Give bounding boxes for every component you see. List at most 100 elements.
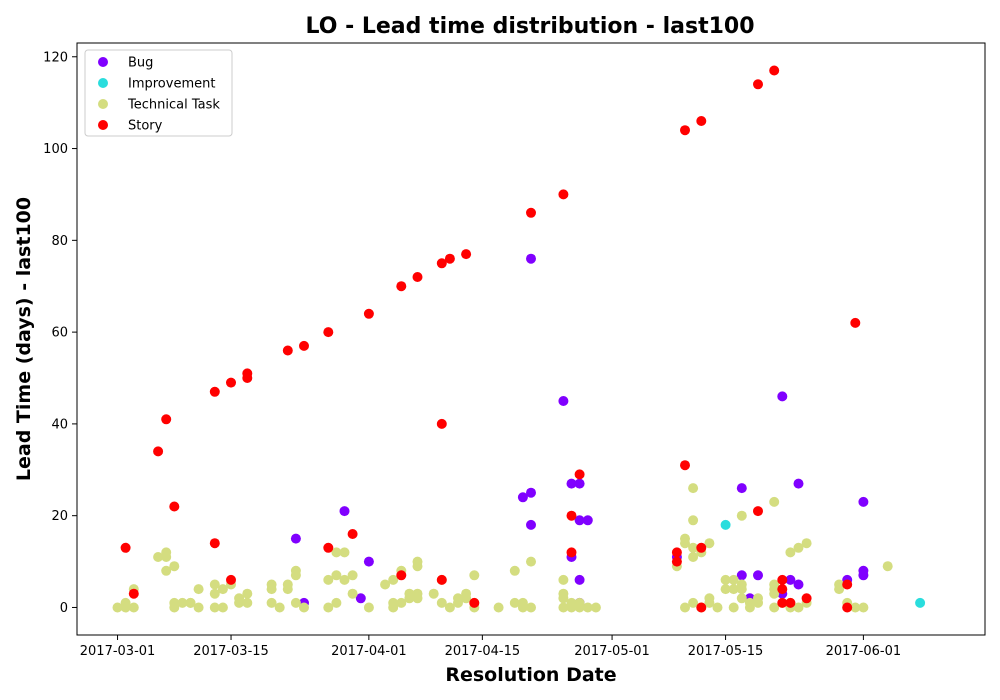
- bug-point: [858, 496, 869, 507]
- story-point: [777, 584, 788, 595]
- technical-task-point: [882, 561, 893, 572]
- story-point: [120, 542, 131, 553]
- story-point: [785, 597, 796, 608]
- technical-task-point: [169, 561, 180, 572]
- technical-task-point: [688, 552, 699, 562]
- technical-task-point: [590, 602, 601, 613]
- technical-task-point: [193, 584, 204, 595]
- technical-task-point: [461, 593, 472, 604]
- technical-task-point: [290, 597, 301, 608]
- story-point: [671, 547, 682, 558]
- y-axis-ticks: 0 20 40 60 80 100 120: [43, 50, 77, 616]
- technical-task-point: [558, 593, 569, 604]
- technical-task-point: [526, 602, 536, 613]
- story-point: [226, 574, 236, 585]
- technical-task-point: [323, 574, 334, 585]
- legend-label-improvement: Improvement: [128, 77, 215, 92]
- x-tick-label: 2017-05-15: [688, 644, 764, 659]
- bug-point: [339, 506, 350, 517]
- story-point: [461, 249, 472, 260]
- x-axis-label: Resolution Date: [445, 664, 616, 686]
- technical-task-point: [242, 588, 253, 599]
- story-point: [769, 65, 780, 76]
- story-point: [436, 418, 447, 429]
- story-point: [323, 542, 334, 553]
- story-point: [323, 327, 334, 338]
- y-axis-label: Lead Time (days) - last100: [13, 197, 35, 481]
- y-tick-label: 100: [43, 142, 68, 157]
- bug-point: [858, 570, 869, 581]
- improvement-point: [720, 519, 731, 530]
- bug-point: [363, 556, 374, 567]
- technical-task-point: [736, 510, 747, 521]
- x-axis-ticks: 2017-03-01 2017-03-15 2017-04-01 2017-04-15…: [80, 635, 901, 659]
- technical-task-point: [753, 597, 763, 608]
- story-point: [169, 501, 180, 512]
- legend-marker-improvement: [98, 78, 108, 88]
- technical-task-point: [744, 602, 755, 613]
- technical-task-point: [769, 496, 780, 507]
- bug-point: [736, 483, 747, 494]
- technical-task-point: [688, 483, 699, 494]
- technical-task-point: [193, 602, 204, 613]
- story-point: [566, 547, 577, 558]
- technical-task-point: [209, 579, 220, 590]
- story-point: [850, 317, 861, 328]
- x-tick-label: 2017-05-01: [574, 644, 650, 659]
- x-tick-label: 2017-04-15: [445, 644, 521, 659]
- technical-task-point: [793, 542, 804, 553]
- story-point: [671, 556, 682, 567]
- story-point: [396, 570, 407, 581]
- technical-task-point: [680, 538, 690, 549]
- bug-point: [517, 492, 528, 503]
- x-tick-label: 2017-04-01: [331, 644, 407, 659]
- story-point: [558, 189, 569, 200]
- technical-task-point: [128, 602, 139, 613]
- story-point: [209, 538, 220, 549]
- technical-task-point: [331, 547, 342, 558]
- story-point: [526, 207, 536, 218]
- story-point: [842, 579, 853, 590]
- technical-task-point: [412, 561, 423, 572]
- y-tick-label: 60: [51, 326, 68, 341]
- technical-task-point: [509, 597, 520, 608]
- technical-task-point: [323, 602, 334, 613]
- technical-task-point: [161, 565, 172, 576]
- bug-point: [574, 478, 585, 489]
- bug-point: [777, 391, 788, 402]
- technical-task-point: [266, 584, 277, 595]
- story-point: [436, 574, 447, 585]
- technical-task-point: [728, 574, 739, 585]
- technical-task-point: [404, 593, 415, 604]
- story-point: [574, 469, 585, 480]
- technical-task-point: [274, 602, 285, 613]
- bug-point: [582, 515, 593, 526]
- bug-point: [574, 515, 585, 526]
- story-point: [226, 377, 236, 388]
- technical-task-point: [363, 602, 374, 613]
- technical-task-point: [120, 602, 131, 613]
- technical-task-point: [688, 515, 699, 526]
- story-point: [128, 588, 139, 599]
- technical-task-point: [574, 602, 585, 613]
- technical-task-point: [185, 597, 196, 608]
- story-point: [777, 574, 788, 585]
- technical-task-point: [688, 542, 699, 553]
- plot-frame: [76, 42, 986, 636]
- y-tick-label: 20: [51, 509, 68, 524]
- technical-task-point: [558, 602, 569, 613]
- story-point: [412, 272, 423, 282]
- chart-title: LO - Lead time distribution - last100: [305, 14, 754, 39]
- story-point: [680, 460, 690, 471]
- bug-point: [736, 570, 747, 581]
- story-point: [444, 253, 455, 264]
- legend-marker-story: [98, 120, 108, 130]
- technical-task-point: [769, 602, 780, 613]
- technical-task-point: [566, 602, 577, 613]
- legend-marker-technical-task: [98, 99, 108, 109]
- technical-task-point: [858, 602, 869, 613]
- story-point: [680, 125, 690, 136]
- story-point: [696, 542, 707, 553]
- technical-task-point: [266, 597, 277, 608]
